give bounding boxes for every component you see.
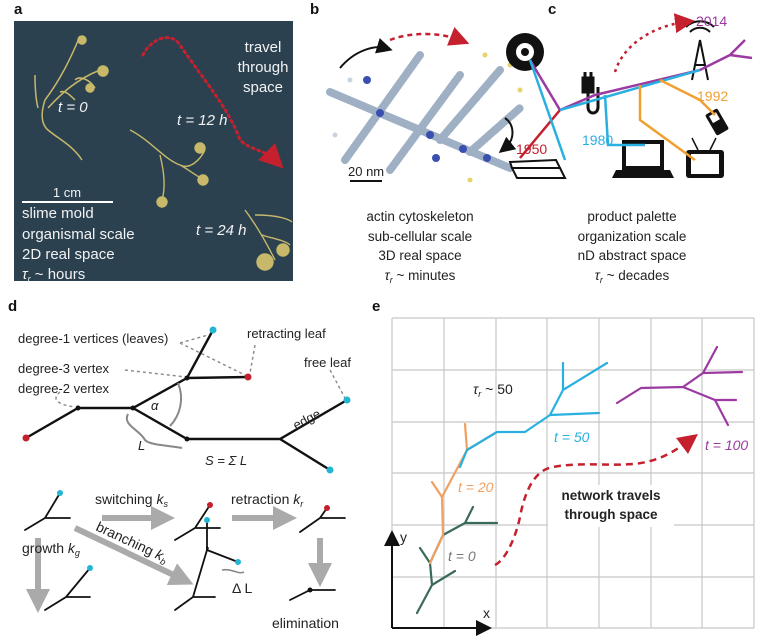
label-degree-3: degree-3 vertex xyxy=(18,361,110,376)
panel-label-a: a xyxy=(14,1,23,18)
travel-line-2: through xyxy=(238,59,289,76)
label-t50: t = 50 xyxy=(554,429,590,445)
rotation-arrow xyxy=(498,117,517,154)
label-t12h: t = 12 h xyxy=(177,112,227,129)
monomers xyxy=(332,52,523,183)
free-leaf-dot xyxy=(326,466,334,474)
year-1992: 1992 xyxy=(697,88,728,104)
label-t100: t = 100 xyxy=(705,437,748,453)
annotation-leaders xyxy=(55,334,346,408)
panel-label-d: d xyxy=(8,298,17,315)
slime-mold-photo xyxy=(14,21,293,281)
caption-line: organismal scale xyxy=(22,226,135,243)
arp-complexes xyxy=(363,76,491,162)
rotation-arrow xyxy=(339,38,393,69)
network-t50 xyxy=(458,361,609,469)
panel-label-e: e xyxy=(372,298,380,315)
retracting-leaf-dot xyxy=(244,373,252,381)
x-axis-label: x xyxy=(483,605,490,621)
label-total-length: S = Σ L xyxy=(205,453,247,468)
panel-b: b 20 nm actin cytoskeleton sub-cellular … xyxy=(310,1,524,285)
scale-bar-label: 1 cm xyxy=(53,185,81,200)
network-t100 xyxy=(615,345,744,427)
scale-bar-label: 20 nm xyxy=(348,164,384,179)
caption-line: nD abstract space xyxy=(578,248,687,263)
year-1950: 1950 xyxy=(516,141,547,157)
label-backdrop xyxy=(548,485,674,527)
label-free-leaf: free leaf xyxy=(304,355,351,370)
travel-line-3: space xyxy=(243,79,283,96)
retracting-leaf-dot xyxy=(22,434,30,442)
caption-line: sub-cellular scale xyxy=(368,229,472,244)
label-alpha: α xyxy=(151,398,159,413)
label-degree-2: degree-2 vertex xyxy=(18,381,110,396)
panel-c: c 2014 1992 1980 1950 product palette or… xyxy=(506,1,753,285)
caption-line: slime mold xyxy=(22,205,94,222)
free-leaf-dot xyxy=(343,396,351,404)
label-elimination: elimination xyxy=(272,615,339,631)
product-lineage xyxy=(519,39,753,162)
panel-e: e y x τr ~ 50 t = 50 t = 100 t = 20 t = … xyxy=(372,298,755,636)
plug-icon xyxy=(581,72,600,115)
label-switching: switching ks xyxy=(95,491,168,509)
caption-line: product palette xyxy=(587,209,676,224)
label-t0: t = 0 xyxy=(58,99,88,116)
label-retracting-leaf: retracting leaf xyxy=(247,326,326,341)
network-tree xyxy=(22,326,351,474)
transition-diagrams xyxy=(24,490,346,611)
tire-icon xyxy=(506,33,544,71)
tv-icon xyxy=(686,137,724,178)
tau-decades: τr ~ decades xyxy=(595,268,670,285)
travel-path-arrow xyxy=(613,13,695,73)
panel-label-b: b xyxy=(310,1,319,18)
label-L: L xyxy=(138,438,145,453)
books-icon xyxy=(508,158,567,179)
panel-label-c: c xyxy=(548,1,556,18)
label-growth: growth kg xyxy=(22,540,80,558)
y-axis-label: y xyxy=(400,529,407,545)
network-t0 xyxy=(415,505,499,615)
travel-path-arrow xyxy=(389,27,470,46)
travels-line-2: through space xyxy=(564,507,658,522)
label-delta-L: Δ L xyxy=(232,580,252,596)
tau-50: τr ~ 50 xyxy=(473,381,513,399)
caption-line: organization scale xyxy=(578,229,687,244)
actin-filaments xyxy=(326,51,524,174)
tau-minutes: τr ~ minutes xyxy=(385,268,456,285)
caption-line: 3D real space xyxy=(378,248,461,263)
panel-d: d degree-1 vertices (leaves) degree-3 ve… xyxy=(8,298,351,631)
label-edge: edge xyxy=(290,406,323,433)
branching-arrow xyxy=(73,525,194,585)
tau-hours: τr ~ hours xyxy=(22,266,85,284)
length-brace xyxy=(125,413,183,449)
travel-path-arrow xyxy=(494,434,699,567)
year-1980: 1980 xyxy=(582,132,613,148)
label-degree-1: degree-1 vertices (leaves) xyxy=(18,331,168,346)
panel-a: a t = 0 t = 12 h t = 24 h travel through… xyxy=(14,1,293,284)
angle-arc xyxy=(169,382,183,427)
travels-line-1: network travels xyxy=(561,488,660,503)
label-t24h: t = 24 h xyxy=(196,222,246,239)
travel-path-arrow xyxy=(141,36,284,169)
label-t0: t = 0 xyxy=(448,548,476,564)
travel-line-1: travel xyxy=(245,39,282,56)
slime-mold-t0 xyxy=(34,35,109,161)
transition-arrows xyxy=(26,506,332,613)
year-2014: 2014 xyxy=(696,13,727,29)
slime-mold-t12 xyxy=(129,129,209,208)
caption-line: 2D real space xyxy=(22,246,115,263)
mobile-phone-icon xyxy=(705,108,729,136)
slime-mold-t24 xyxy=(244,209,293,271)
space-grid xyxy=(391,317,755,629)
free-leaf-dot xyxy=(209,326,217,334)
caption-line: actin cytoskeleton xyxy=(366,209,473,224)
label-t20: t = 20 xyxy=(458,479,494,495)
label-retraction: retraction kr xyxy=(231,491,304,509)
